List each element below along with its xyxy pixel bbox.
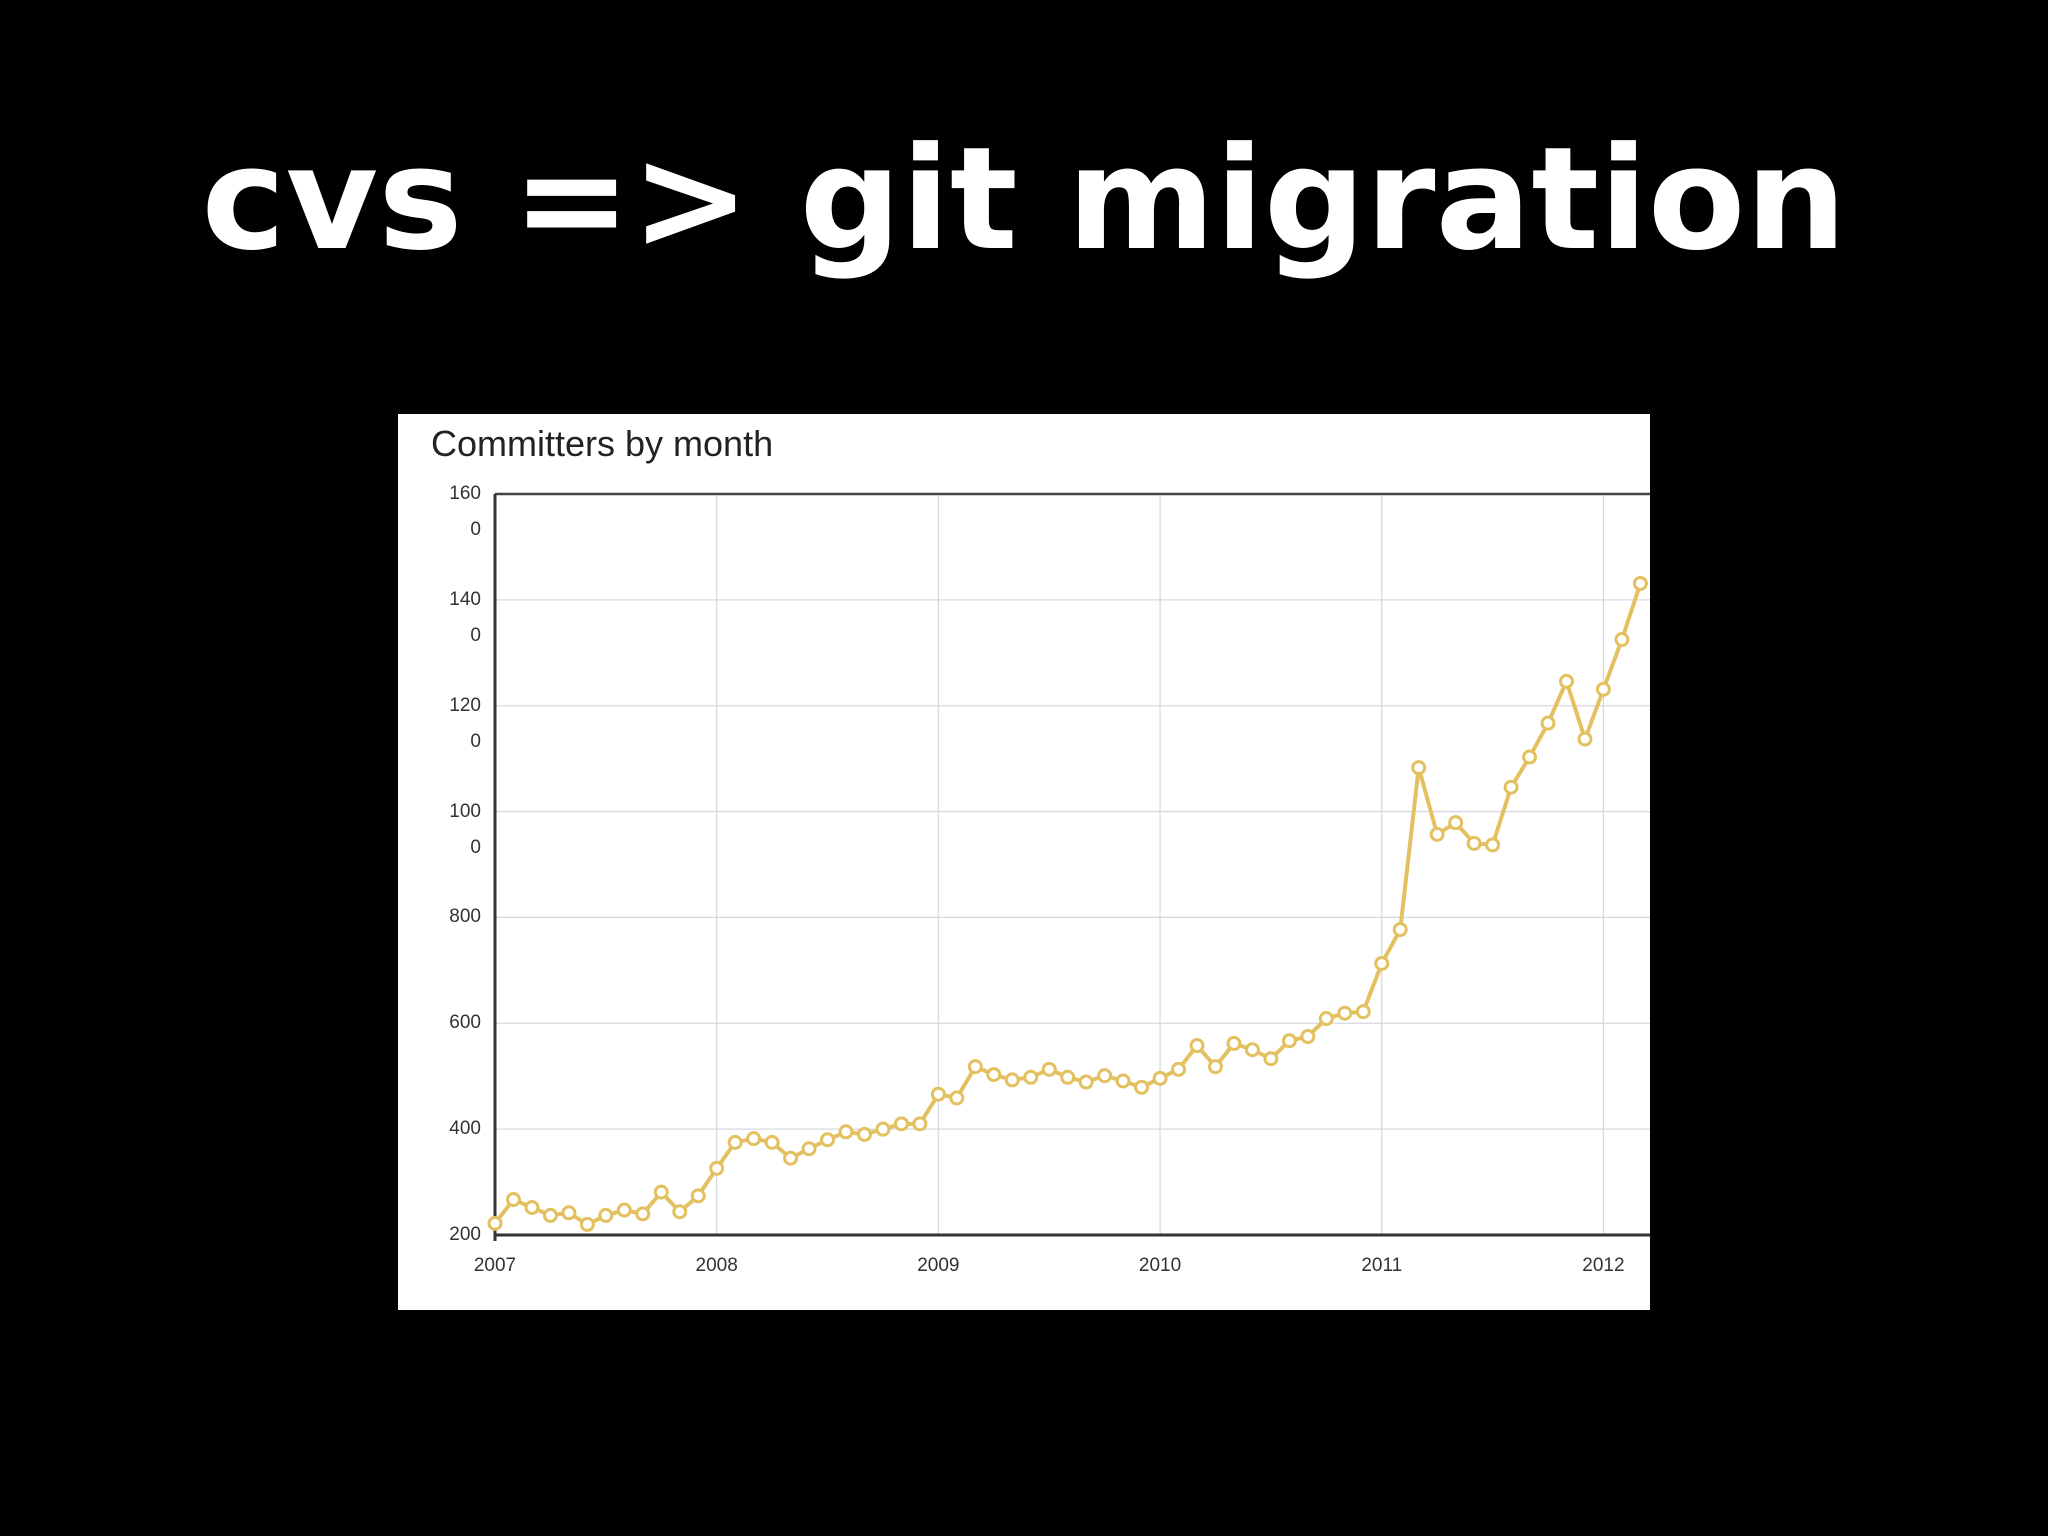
data-point [875, 1121, 891, 1137]
data-point [1023, 1069, 1039, 1085]
data-point [1226, 1035, 1242, 1051]
data-point [1152, 1070, 1168, 1086]
y-tick-label: 1200 [449, 694, 481, 752]
chart-title: Committers by month [431, 423, 773, 464]
x-tick-label: 2009 [917, 1255, 959, 1276]
data-point [672, 1204, 688, 1220]
data-point [801, 1141, 817, 1157]
data-point [1300, 1029, 1316, 1045]
data-point [1337, 1005, 1353, 1021]
data-point [1595, 681, 1611, 697]
data-point [1207, 1059, 1223, 1075]
data-point [561, 1205, 577, 1221]
data-point [1577, 731, 1593, 747]
y-tick-label: 200 [449, 1224, 481, 1245]
data-point [487, 1215, 503, 1231]
data-point [1485, 837, 1501, 853]
data-point [1540, 715, 1556, 731]
data-point [1448, 815, 1464, 831]
data-point [949, 1090, 965, 1106]
data-point [1134, 1079, 1150, 1095]
data-point [1411, 760, 1427, 776]
data-point [1244, 1042, 1260, 1058]
data-point [709, 1160, 725, 1176]
data-point [1355, 1004, 1371, 1020]
data-point [1004, 1072, 1020, 1088]
data-point [1060, 1069, 1076, 1085]
y-tick-label: 600 [449, 1012, 481, 1034]
data-point [967, 1059, 983, 1075]
data-point [1281, 1033, 1297, 1049]
data-point [1466, 835, 1482, 851]
data-point [1558, 673, 1574, 689]
chart-panel [398, 414, 1650, 1310]
data-point [579, 1216, 595, 1232]
data-point [505, 1192, 521, 1208]
x-tick-label: 2008 [696, 1255, 738, 1276]
slide-title: cvs => git migration [201, 117, 1846, 282]
data-point [1189, 1038, 1205, 1054]
data-point [838, 1124, 854, 1140]
data-point [1614, 632, 1630, 648]
data-point [764, 1134, 780, 1150]
y-tick-label: 800 [449, 906, 481, 928]
data-point [598, 1207, 614, 1223]
data-point [1392, 922, 1408, 938]
data-point [635, 1206, 651, 1222]
data-point [727, 1134, 743, 1150]
y-tick-label: 1400 [449, 588, 481, 646]
data-point [1632, 575, 1648, 591]
x-tick-label: 2011 [1361, 1255, 1402, 1276]
data-point [1041, 1061, 1057, 1077]
x-tick-label: 2007 [474, 1255, 516, 1276]
data-point [1115, 1073, 1131, 1089]
x-tick-label: 2010 [1139, 1255, 1181, 1276]
data-point [1171, 1061, 1187, 1077]
data-point [524, 1199, 540, 1215]
data-point [893, 1116, 909, 1132]
data-point [1318, 1011, 1334, 1027]
y-tick-label: 400 [449, 1118, 481, 1140]
data-point [986, 1067, 1002, 1083]
data-point [542, 1207, 558, 1223]
data-point [783, 1150, 799, 1166]
data-point [690, 1188, 706, 1204]
data-point [820, 1132, 836, 1148]
data-point [1078, 1074, 1094, 1090]
data-point [1503, 779, 1519, 795]
data-point [1429, 826, 1445, 842]
y-tick-label: 1600 [449, 483, 481, 540]
data-point [746, 1131, 762, 1147]
data-point [1522, 749, 1538, 765]
data-point [1263, 1051, 1279, 1067]
data-point [930, 1086, 946, 1102]
data-point [856, 1126, 872, 1142]
data-point [912, 1116, 928, 1132]
x-tick-label: 2012 [1582, 1255, 1624, 1276]
data-point [1097, 1068, 1113, 1084]
data-point [1374, 955, 1390, 971]
data-point [616, 1202, 632, 1218]
data-point [653, 1184, 669, 1200]
y-tick-label: 1000 [449, 800, 481, 858]
